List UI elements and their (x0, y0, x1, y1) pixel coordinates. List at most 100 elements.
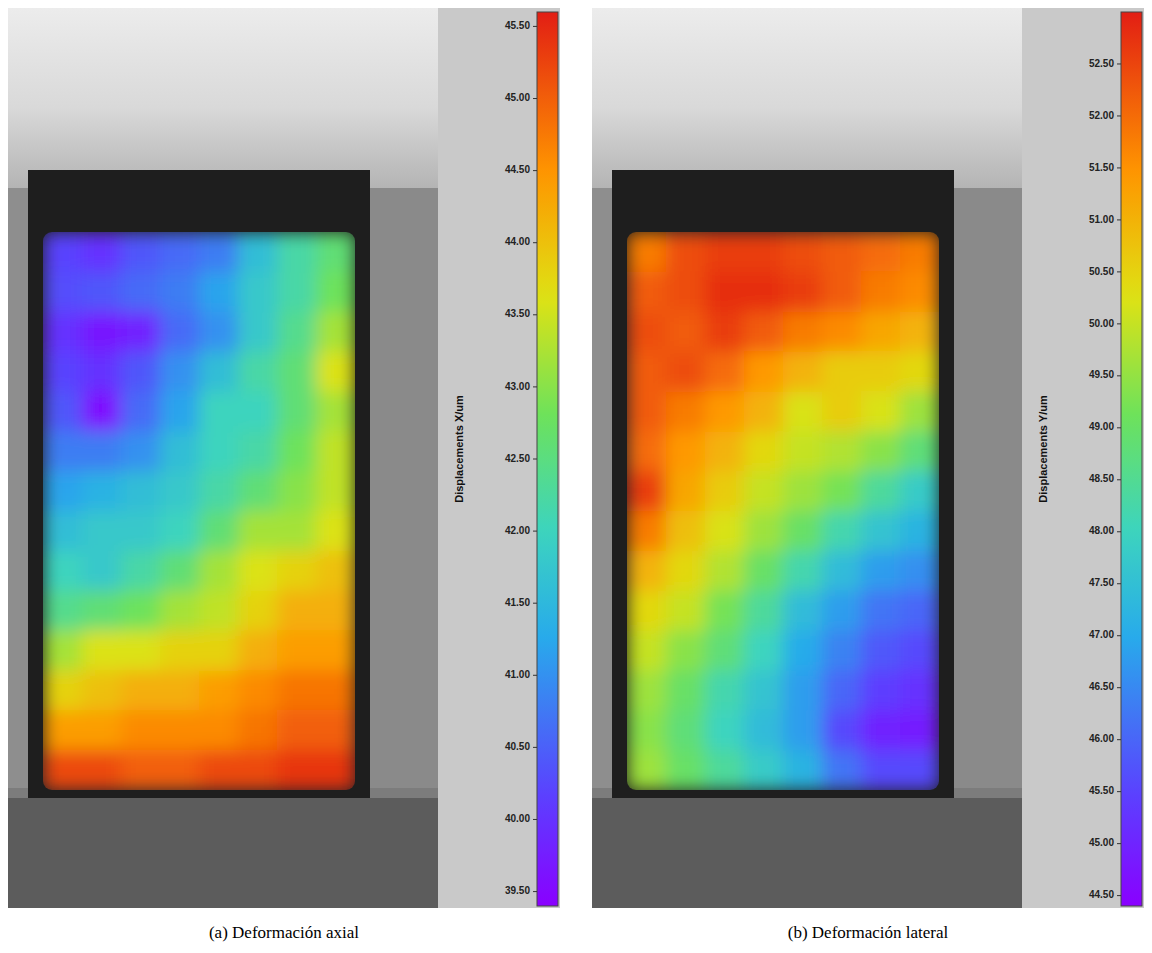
tick-label: 50.00 (1089, 318, 1114, 329)
heat-cell (82, 591, 122, 631)
heat-cell (627, 431, 667, 471)
heat-cell (277, 312, 317, 352)
tick-label: 42.00 (505, 525, 530, 536)
colorbar-tick (533, 386, 537, 387)
panel: 39.5040.0040.5041.0041.5042.0042.5043.00… (8, 8, 560, 942)
heat-cell (121, 591, 161, 631)
heat-cell (822, 511, 862, 551)
tick-label: 51.00 (1089, 214, 1114, 225)
heat-cell (316, 750, 355, 790)
heat-cell (160, 551, 200, 591)
heat-cell (277, 591, 317, 631)
heat-cell (316, 631, 355, 671)
heat-cell (121, 670, 161, 710)
tick-label: 52.00 (1089, 110, 1114, 121)
colorbar-tick (533, 26, 537, 27)
colorbar-tick (533, 891, 537, 892)
colorbar-tick (533, 459, 537, 460)
heat-cell (822, 312, 862, 352)
heat-cell (744, 391, 784, 431)
tick-label: 51.50 (1089, 162, 1114, 173)
heat-cell (277, 471, 317, 511)
tick-label: 52.50 (1089, 58, 1114, 69)
heat-cell (160, 750, 200, 790)
heat-cell (238, 551, 278, 591)
heat-cell (316, 551, 355, 591)
photo-side (592, 188, 612, 788)
heat-cell (705, 591, 745, 631)
figure: 39.5040.0040.5041.0041.5042.0042.5043.00… (0, 0, 1152, 953)
photo-background (8, 8, 438, 908)
heat-cell (783, 272, 823, 312)
heat-cell (744, 631, 784, 671)
heat-cell (238, 232, 278, 272)
heat-cell (627, 391, 667, 431)
tick-label: 45.50 (505, 20, 530, 31)
heat-cell (744, 750, 784, 790)
heat-cell (861, 670, 901, 710)
heat-cell (861, 352, 901, 392)
tick-label: 39.50 (505, 885, 530, 896)
heat-cell (316, 710, 355, 750)
heat-cell (744, 551, 784, 591)
heat-cell (627, 471, 667, 511)
heat-cell (238, 312, 278, 352)
heat-cell (121, 631, 161, 671)
heat-cell (783, 352, 823, 392)
heat-cell (705, 750, 745, 790)
heat-cell (900, 551, 939, 591)
caption: (a) Deformación axial (209, 923, 359, 942)
heat-cell (277, 431, 317, 471)
tick-label: 45.00 (1089, 837, 1114, 848)
heat-cell (121, 750, 161, 790)
heat-cell (861, 232, 901, 272)
heat-cell (160, 431, 200, 471)
heat-cell (861, 511, 901, 551)
heat-cell (666, 670, 706, 710)
heat-cell (121, 352, 161, 392)
heat-cell (316, 232, 355, 272)
heat-cell (627, 551, 667, 591)
field-cells (627, 232, 939, 790)
panel: 44.5045.0045.5046.0046.5047.0047.5048.00… (592, 8, 1144, 942)
field-area (43, 232, 355, 790)
heat-cell (861, 750, 901, 790)
heat-cell (822, 670, 862, 710)
heat-cell (666, 272, 706, 312)
photo-background (592, 8, 1022, 908)
heat-cell (627, 710, 667, 750)
photo-base (592, 798, 1022, 908)
heat-cell (783, 391, 823, 431)
heat-cell (43, 232, 83, 272)
heat-cell (822, 631, 862, 671)
heat-cell (666, 312, 706, 352)
tick-label: 49.50 (1089, 369, 1114, 380)
heat-cell (82, 232, 122, 272)
heat-cell (861, 431, 901, 471)
heat-cell (43, 551, 83, 591)
heat-cell (277, 750, 317, 790)
heat-cell (783, 631, 823, 671)
heat-cell (238, 272, 278, 312)
tick-label: 45.50 (1089, 785, 1114, 796)
heat-cell (705, 431, 745, 471)
heat-cell (744, 272, 784, 312)
heat-cell (43, 352, 83, 392)
heat-cell (783, 232, 823, 272)
heat-cell (705, 352, 745, 392)
heat-cell (238, 431, 278, 471)
heat-cell (822, 232, 862, 272)
heat-cell (199, 750, 239, 790)
heat-cell (900, 471, 939, 511)
heat-cell (238, 670, 278, 710)
tick-label: 45.00 (505, 92, 530, 103)
colorbar-tick (533, 603, 537, 604)
heat-cell (160, 591, 200, 631)
heat-cell (627, 631, 667, 671)
photo-side (8, 188, 28, 788)
colorbar-tick (1117, 531, 1121, 532)
heat-cell (199, 670, 239, 710)
heat-cell (861, 551, 901, 591)
heat-cell (199, 631, 239, 671)
heat-cell (160, 511, 200, 551)
